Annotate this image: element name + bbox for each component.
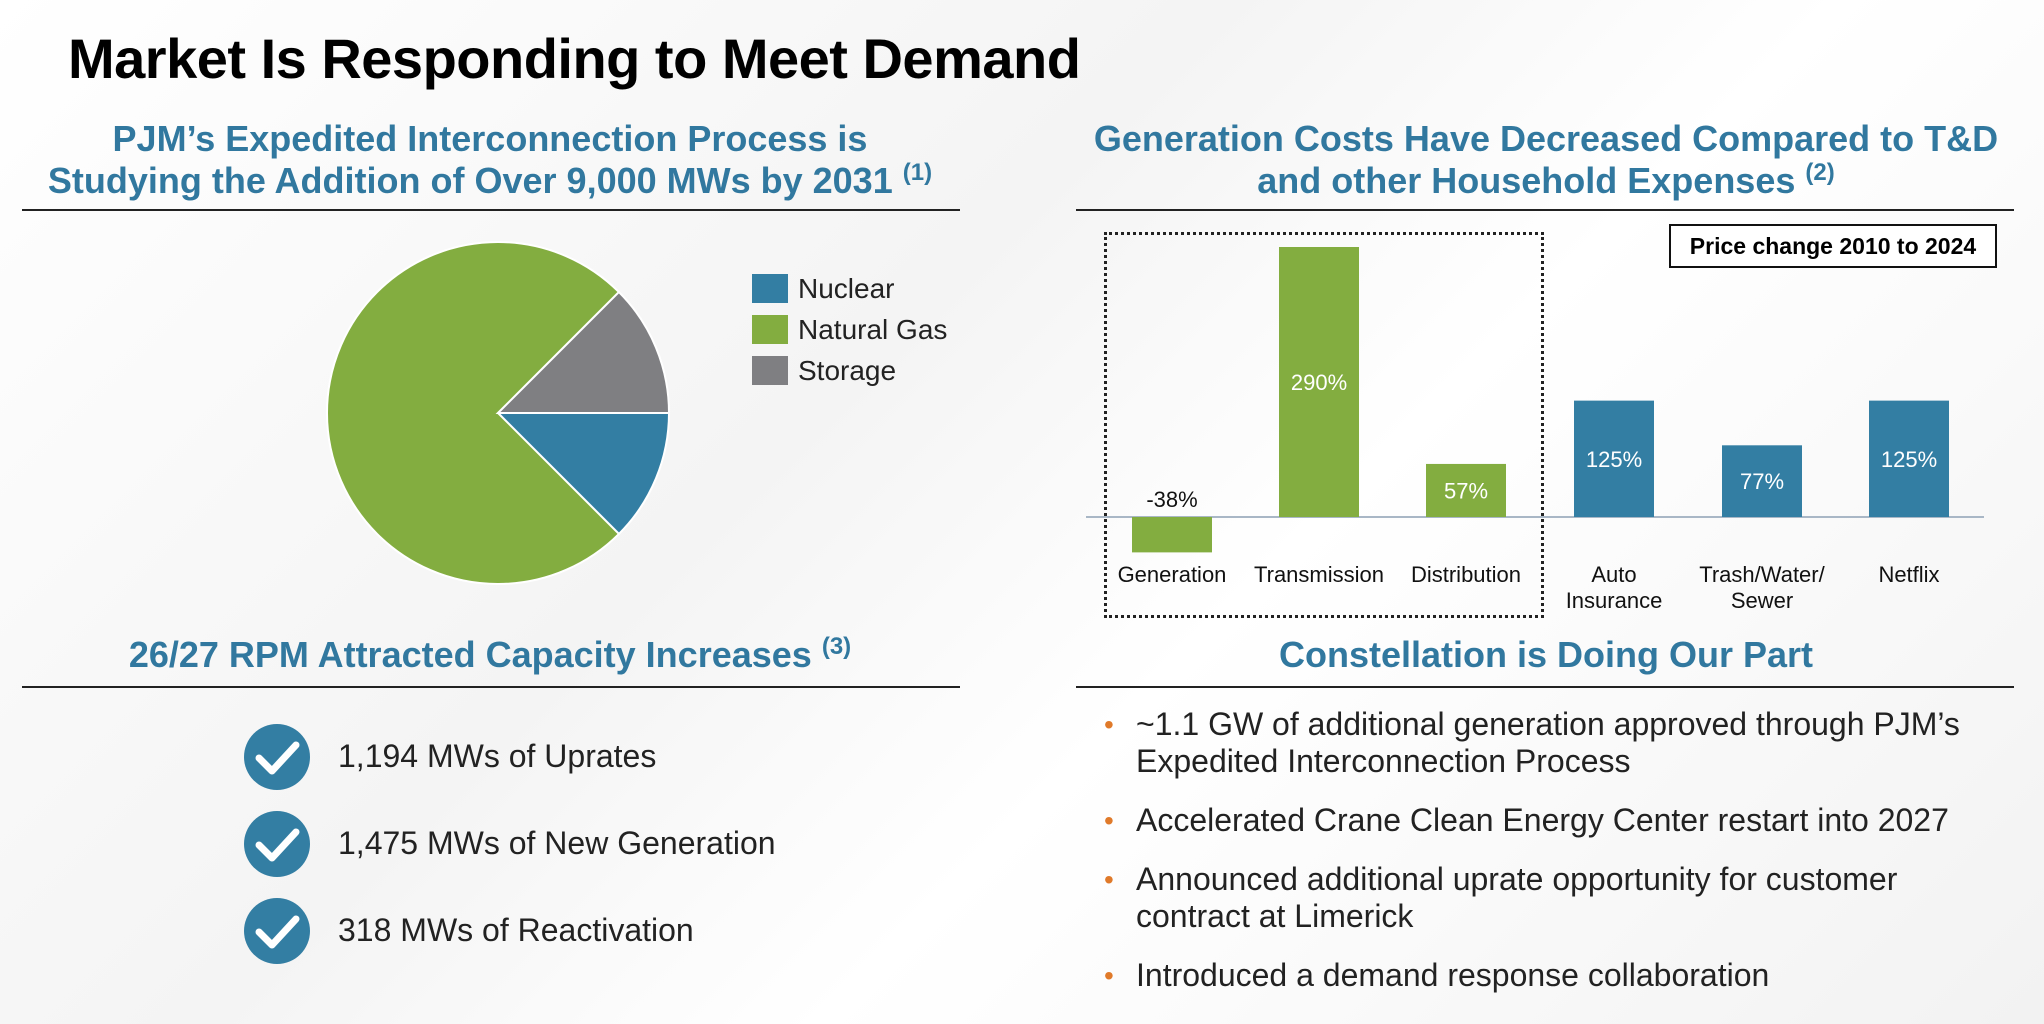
pjm-interconnection-heading: PJM’s Expedited Interconnection Process … [20, 118, 960, 202]
data-label-2: 57% [1444, 478, 1488, 503]
category-label-0: Generation [1118, 562, 1227, 587]
legend-item-nuclear: Nuclear [752, 268, 947, 309]
bar-3 [1574, 400, 1654, 517]
divider-right-bottom [1076, 686, 2014, 688]
price-change-bar-chart: -38% Generation 290% Transmission 57% Distrib… [1086, 247, 1984, 613]
legend-item-natural-gas: Natural Gas [752, 309, 947, 350]
bar-2 [1426, 463, 1506, 517]
bullet-icon: • [1104, 960, 1114, 991]
heading-line-2: and other Household Expenses (2) [1257, 159, 1835, 201]
category-label-4: Sewer [1731, 588, 1793, 613]
generation-costs-heading: Generation Costs Have Decreased Compared… [1076, 118, 2016, 202]
bar-4 [1722, 445, 1802, 517]
legend-item-storage: Storage [752, 350, 947, 391]
list-item: • ~1.1 GW of additional generation approv… [1104, 706, 2004, 780]
constellation-heading: Constellation is Doing Our Part [1278, 634, 1814, 675]
pie-legend: Nuclear Natural Gas Storage [752, 268, 947, 391]
list-item-label: 1,475 MWs of New Generation [338, 825, 776, 861]
data-label-5: 125% [1881, 447, 1937, 472]
category-label-4: Trash/Water/ [1699, 562, 1825, 587]
price-change-box: Price change 2010 to 2024 [1669, 224, 1997, 268]
category-label-5: Netflix [1878, 562, 1939, 587]
list-item: • Announced additional uprate opportunity… [1104, 861, 2004, 935]
pie-slice-nuclear [495, 412, 671, 536]
td-highlight-box [1104, 232, 1544, 618]
bullet-text: Introduced a demand response collaborati… [1136, 957, 1770, 993]
list-item: • Introduced a demand response collaborat… [1104, 957, 2004, 994]
legend-swatch-storage [752, 356, 788, 385]
list-item: • Accelerated Crane Clean Energy Center r… [1104, 802, 2004, 839]
bar-5 [1869, 400, 1949, 517]
checkmark-icon [244, 723, 310, 790]
category-label-2: Distribution [1411, 562, 1521, 587]
checkmark-icon [244, 810, 310, 877]
data-label-4: 77% [1740, 469, 1784, 494]
legend-label-storage: Storage [798, 354, 897, 386]
bullet-icon: • [1104, 709, 1114, 740]
heading-line-2: Studying the Addition of Over 9,000 MWs … [47, 159, 933, 201]
list-item-label: 1,194 MWs of Uprates [338, 738, 657, 774]
bar-1 [1279, 247, 1359, 517]
bar-0 [1132, 517, 1212, 553]
legend-label-nuclear: Nuclear [798, 272, 895, 304]
footnote-marker: (2) [1805, 159, 1835, 186]
footnote-marker: (1) [902, 159, 933, 186]
rpm-capacity-heading: 26/27 RPM Attracted Capacity Increases (… [128, 633, 852, 675]
bullet-text: Announced additional uprate opportunity … [1136, 861, 1898, 934]
legend-swatch-natural-gas [752, 315, 788, 344]
bullet-icon: • [1104, 864, 1114, 895]
category-label-3: Auto [1591, 562, 1636, 587]
bullet-icon: • [1104, 805, 1114, 836]
heading-line-1: PJM’s Expedited Interconnection Process … [112, 118, 868, 159]
legend-swatch-nuclear [752, 274, 788, 303]
mw-pie-chart [326, 241, 671, 585]
divider-right-top [1076, 209, 2014, 211]
pie-slice-natural-gas [326, 241, 621, 585]
divider-left-top [22, 209, 960, 211]
category-label-1: Transmission [1254, 562, 1384, 587]
data-label-1: 290% [1291, 370, 1347, 395]
bullet-text: Accelerated Crane Clean Energy Center re… [1136, 802, 1949, 838]
list-item: 1,475 MWs of New Generation [242, 810, 776, 877]
pie-slice-storage [495, 290, 671, 414]
list-item-label: 318 MWs of Reactivation [338, 912, 694, 948]
bullet-text: ~1.1 GW of additional generation approve… [1136, 706, 1960, 779]
footnote-marker: (3) [821, 633, 852, 660]
divider-left-bottom [22, 686, 960, 688]
heading-line-1: Generation Costs Have Decreased Compared… [1093, 118, 1999, 159]
checkmark-icon [244, 897, 310, 964]
category-label-3: Insurance [1566, 588, 1663, 613]
data-label-0: -38% [1146, 487, 1197, 512]
data-label-3: 125% [1586, 447, 1642, 472]
list-item: 1,194 MWs of Uprates [242, 723, 776, 790]
legend-label-natural-gas: Natural Gas [798, 313, 948, 345]
constellation-bullets: • ~1.1 GW of additional generation approv… [1104, 706, 2004, 1016]
page-title: Market Is Responding to Meet Demand [68, 27, 1081, 90]
capacity-list: 1,194 MWs of Uprates 1,475 MWs of New Ge… [242, 723, 776, 984]
list-item: 318 MWs of Reactivation [242, 897, 776, 964]
